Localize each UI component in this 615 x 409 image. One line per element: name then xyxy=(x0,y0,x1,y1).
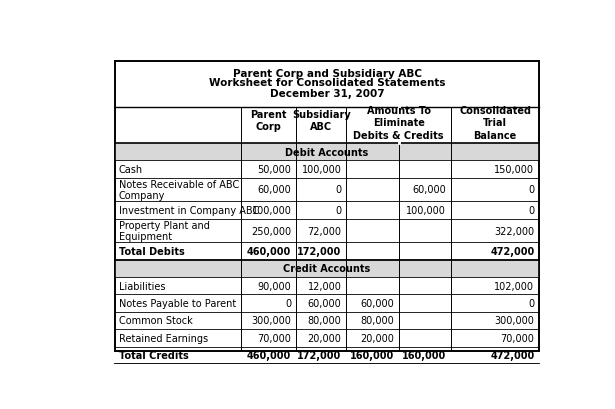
Text: Property Plant and
Equipment: Property Plant and Equipment xyxy=(119,220,210,242)
Text: Worksheet for Consolidated Statements: Worksheet for Consolidated Statements xyxy=(209,78,445,88)
Text: Common Stock: Common Stock xyxy=(119,316,192,326)
Text: Notes Payable to Parent: Notes Payable to Parent xyxy=(119,299,236,308)
Text: 300,000: 300,000 xyxy=(494,316,534,326)
Text: 90,000: 90,000 xyxy=(258,281,292,291)
Text: December 31, 2007: December 31, 2007 xyxy=(270,88,384,98)
Text: 20,000: 20,000 xyxy=(308,333,341,343)
Text: 60,000: 60,000 xyxy=(413,185,446,195)
Bar xyxy=(115,260,539,277)
Text: Amounts To
Eliminate
Debits & Credits: Amounts To Eliminate Debits & Credits xyxy=(354,106,444,140)
Text: 100,000: 100,000 xyxy=(301,164,341,175)
Text: Investment in Company ABC: Investment in Company ABC xyxy=(119,205,259,216)
Bar xyxy=(115,62,539,351)
Text: 150,000: 150,000 xyxy=(494,164,534,175)
Text: 72,000: 72,000 xyxy=(308,226,341,236)
Text: 60,000: 60,000 xyxy=(308,299,341,308)
Text: 0: 0 xyxy=(528,185,534,195)
Text: 60,000: 60,000 xyxy=(258,185,292,195)
Text: Total Credits: Total Credits xyxy=(119,351,189,360)
Text: Total Debits: Total Debits xyxy=(119,247,184,256)
Text: 102,000: 102,000 xyxy=(494,281,534,291)
Text: 20,000: 20,000 xyxy=(360,333,394,343)
Text: 160,000: 160,000 xyxy=(402,351,446,360)
Text: 160,000: 160,000 xyxy=(349,351,394,360)
Text: 60,000: 60,000 xyxy=(360,299,394,308)
Text: Cash: Cash xyxy=(119,164,143,175)
Text: 460,000: 460,000 xyxy=(247,247,292,256)
Text: 250,000: 250,000 xyxy=(252,226,292,236)
Text: 80,000: 80,000 xyxy=(360,316,394,326)
Text: Parent Corp and Subsidiary ABC: Parent Corp and Subsidiary ABC xyxy=(232,68,422,79)
Text: Retained Earnings: Retained Earnings xyxy=(119,333,208,343)
Text: 472,000: 472,000 xyxy=(490,247,534,256)
Text: Consolidated
Trial
Balance: Consolidated Trial Balance xyxy=(459,106,531,140)
Text: Subsidiary
ABC: Subsidiary ABC xyxy=(292,110,351,132)
Text: 172,000: 172,000 xyxy=(297,247,341,256)
Text: 0: 0 xyxy=(528,299,534,308)
Text: 322,000: 322,000 xyxy=(494,226,534,236)
Text: Credit Accounts: Credit Accounts xyxy=(284,264,371,274)
Text: 80,000: 80,000 xyxy=(308,316,341,326)
Text: 300,000: 300,000 xyxy=(252,316,292,326)
Text: 0: 0 xyxy=(335,205,341,216)
Text: 70,000: 70,000 xyxy=(258,333,292,343)
Text: 460,000: 460,000 xyxy=(247,351,292,360)
Text: 12,000: 12,000 xyxy=(308,281,341,291)
Text: Notes Receivable of ABC
Company: Notes Receivable of ABC Company xyxy=(119,179,239,201)
Bar xyxy=(115,144,539,161)
Text: 70,000: 70,000 xyxy=(501,333,534,343)
Text: 0: 0 xyxy=(528,205,534,216)
Text: 100,000: 100,000 xyxy=(252,205,292,216)
Text: Debit Accounts: Debit Accounts xyxy=(285,147,369,157)
Text: 0: 0 xyxy=(335,185,341,195)
Text: 0: 0 xyxy=(285,299,292,308)
Text: 472,000: 472,000 xyxy=(490,351,534,360)
Text: 100,000: 100,000 xyxy=(407,205,446,216)
Text: Parent
Corp: Parent Corp xyxy=(250,110,287,132)
Text: 50,000: 50,000 xyxy=(258,164,292,175)
Text: 172,000: 172,000 xyxy=(297,351,341,360)
Text: Liabilities: Liabilities xyxy=(119,281,165,291)
